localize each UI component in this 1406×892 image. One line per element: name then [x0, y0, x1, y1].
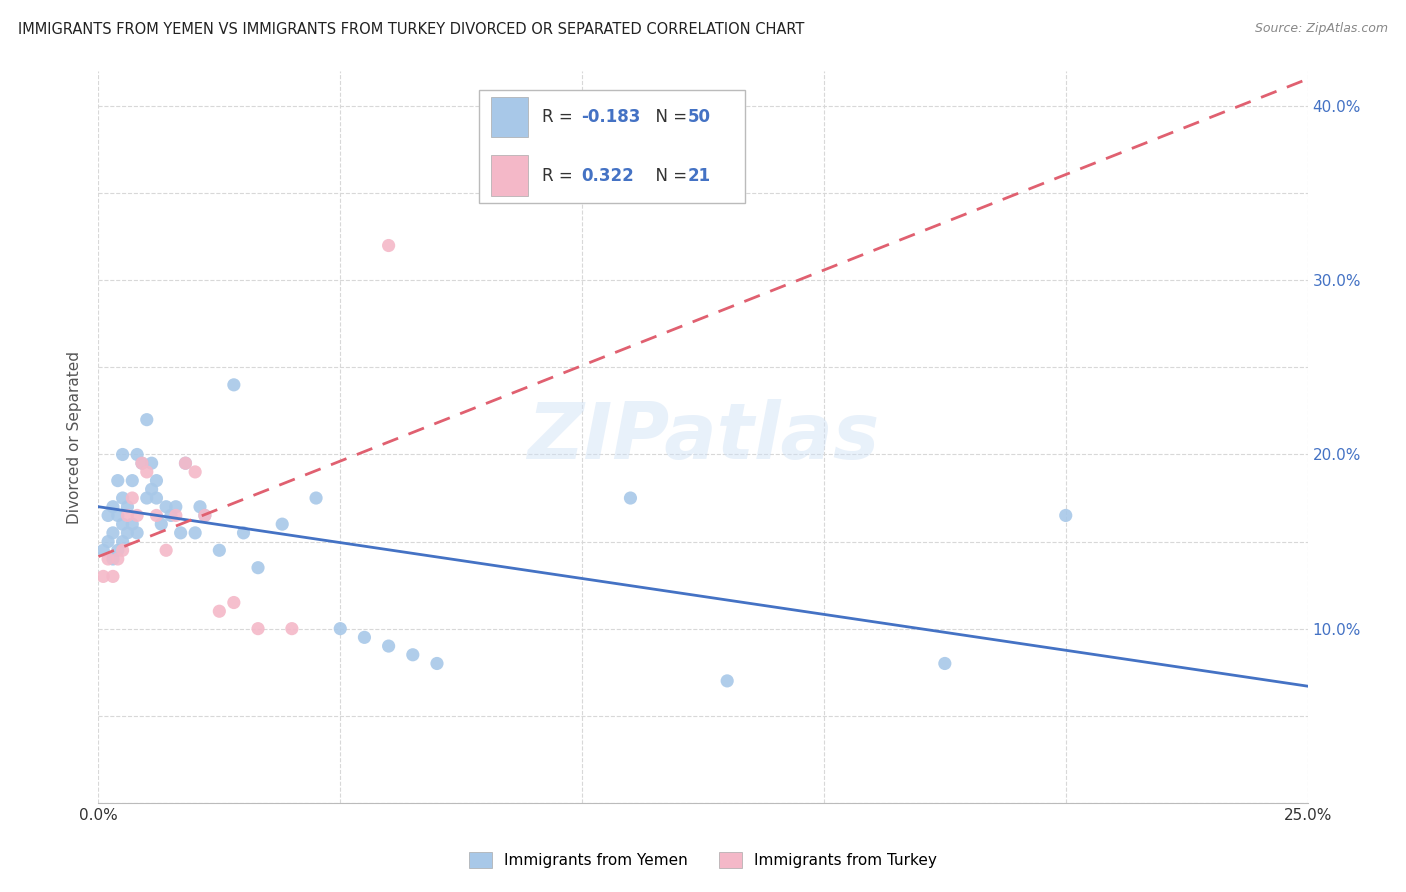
Point: [141, 483, 163, 497]
Point: [169, 525, 191, 540]
Point: [155, 543, 177, 558]
Point: [353, 631, 375, 645]
Point: [111, 534, 134, 549]
Y-axis label: Divorced or Separated: Divorced or Separated: [67, 351, 83, 524]
Point: [107, 474, 129, 488]
Point: [101, 500, 124, 514]
Point: [426, 657, 449, 671]
Point: [222, 377, 245, 392]
Point: [111, 448, 134, 462]
Point: [127, 508, 149, 523]
Point: [111, 491, 134, 505]
Point: [402, 648, 425, 662]
Point: [232, 525, 254, 540]
Text: Source: ZipAtlas.com: Source: ZipAtlas.com: [1254, 22, 1388, 36]
Point: [117, 525, 139, 540]
Point: [107, 552, 129, 566]
Text: ZIPatlas: ZIPatlas: [527, 399, 879, 475]
Point: [184, 525, 207, 540]
Point: [271, 517, 294, 532]
Text: IMMIGRANTS FROM YEMEN VS IMMIGRANTS FROM TURKEY DIVORCED OR SEPARATED CORRELATIO: IMMIGRANTS FROM YEMEN VS IMMIGRANTS FROM…: [18, 22, 804, 37]
Point: [97, 534, 120, 549]
Point: [305, 491, 328, 505]
Point: [131, 456, 153, 470]
Point: [111, 543, 134, 558]
Point: [165, 508, 187, 523]
Point: [135, 412, 157, 426]
Point: [222, 595, 245, 609]
Text: 0.322: 0.322: [581, 167, 634, 185]
Text: R =: R =: [543, 108, 578, 126]
FancyBboxPatch shape: [479, 90, 745, 203]
Point: [135, 491, 157, 505]
Point: [1054, 508, 1077, 523]
Point: [107, 508, 129, 523]
FancyBboxPatch shape: [492, 155, 527, 195]
Point: [127, 448, 149, 462]
Point: [101, 569, 124, 583]
Point: [91, 569, 114, 583]
Point: [150, 517, 173, 532]
Text: 21: 21: [688, 167, 710, 185]
Point: [91, 543, 114, 558]
Point: [127, 525, 149, 540]
Point: [101, 552, 124, 566]
Point: [160, 508, 183, 523]
Point: [174, 456, 197, 470]
Point: [194, 508, 217, 523]
Point: [97, 508, 120, 523]
Point: [117, 500, 139, 514]
Point: [101, 525, 124, 540]
Point: [377, 639, 399, 653]
Point: [208, 604, 231, 618]
Point: [329, 622, 352, 636]
Point: [141, 456, 163, 470]
Point: [121, 474, 143, 488]
Point: [174, 456, 197, 470]
Point: [247, 560, 270, 574]
Point: [934, 657, 956, 671]
Point: [121, 491, 143, 505]
Text: N =: N =: [645, 167, 692, 185]
Point: [107, 543, 129, 558]
Point: [377, 238, 399, 252]
Text: -0.183: -0.183: [581, 108, 640, 126]
Point: [184, 465, 207, 479]
Point: [121, 517, 143, 532]
Text: 50: 50: [688, 108, 710, 126]
FancyBboxPatch shape: [492, 97, 527, 137]
Point: [194, 508, 217, 523]
Point: [145, 474, 167, 488]
Point: [135, 465, 157, 479]
Point: [145, 491, 167, 505]
Point: [111, 517, 134, 532]
Legend: Immigrants from Yemen, Immigrants from Turkey: Immigrants from Yemen, Immigrants from T…: [470, 853, 936, 868]
Point: [165, 500, 187, 514]
Point: [247, 622, 270, 636]
Point: [155, 500, 177, 514]
Point: [145, 508, 167, 523]
Text: N =: N =: [645, 108, 692, 126]
Point: [188, 500, 211, 514]
Point: [131, 456, 153, 470]
Point: [281, 622, 304, 636]
Text: R =: R =: [543, 167, 578, 185]
Point: [97, 552, 120, 566]
Point: [208, 543, 231, 558]
Point: [619, 491, 641, 505]
Point: [117, 508, 139, 523]
Point: [716, 673, 738, 688]
